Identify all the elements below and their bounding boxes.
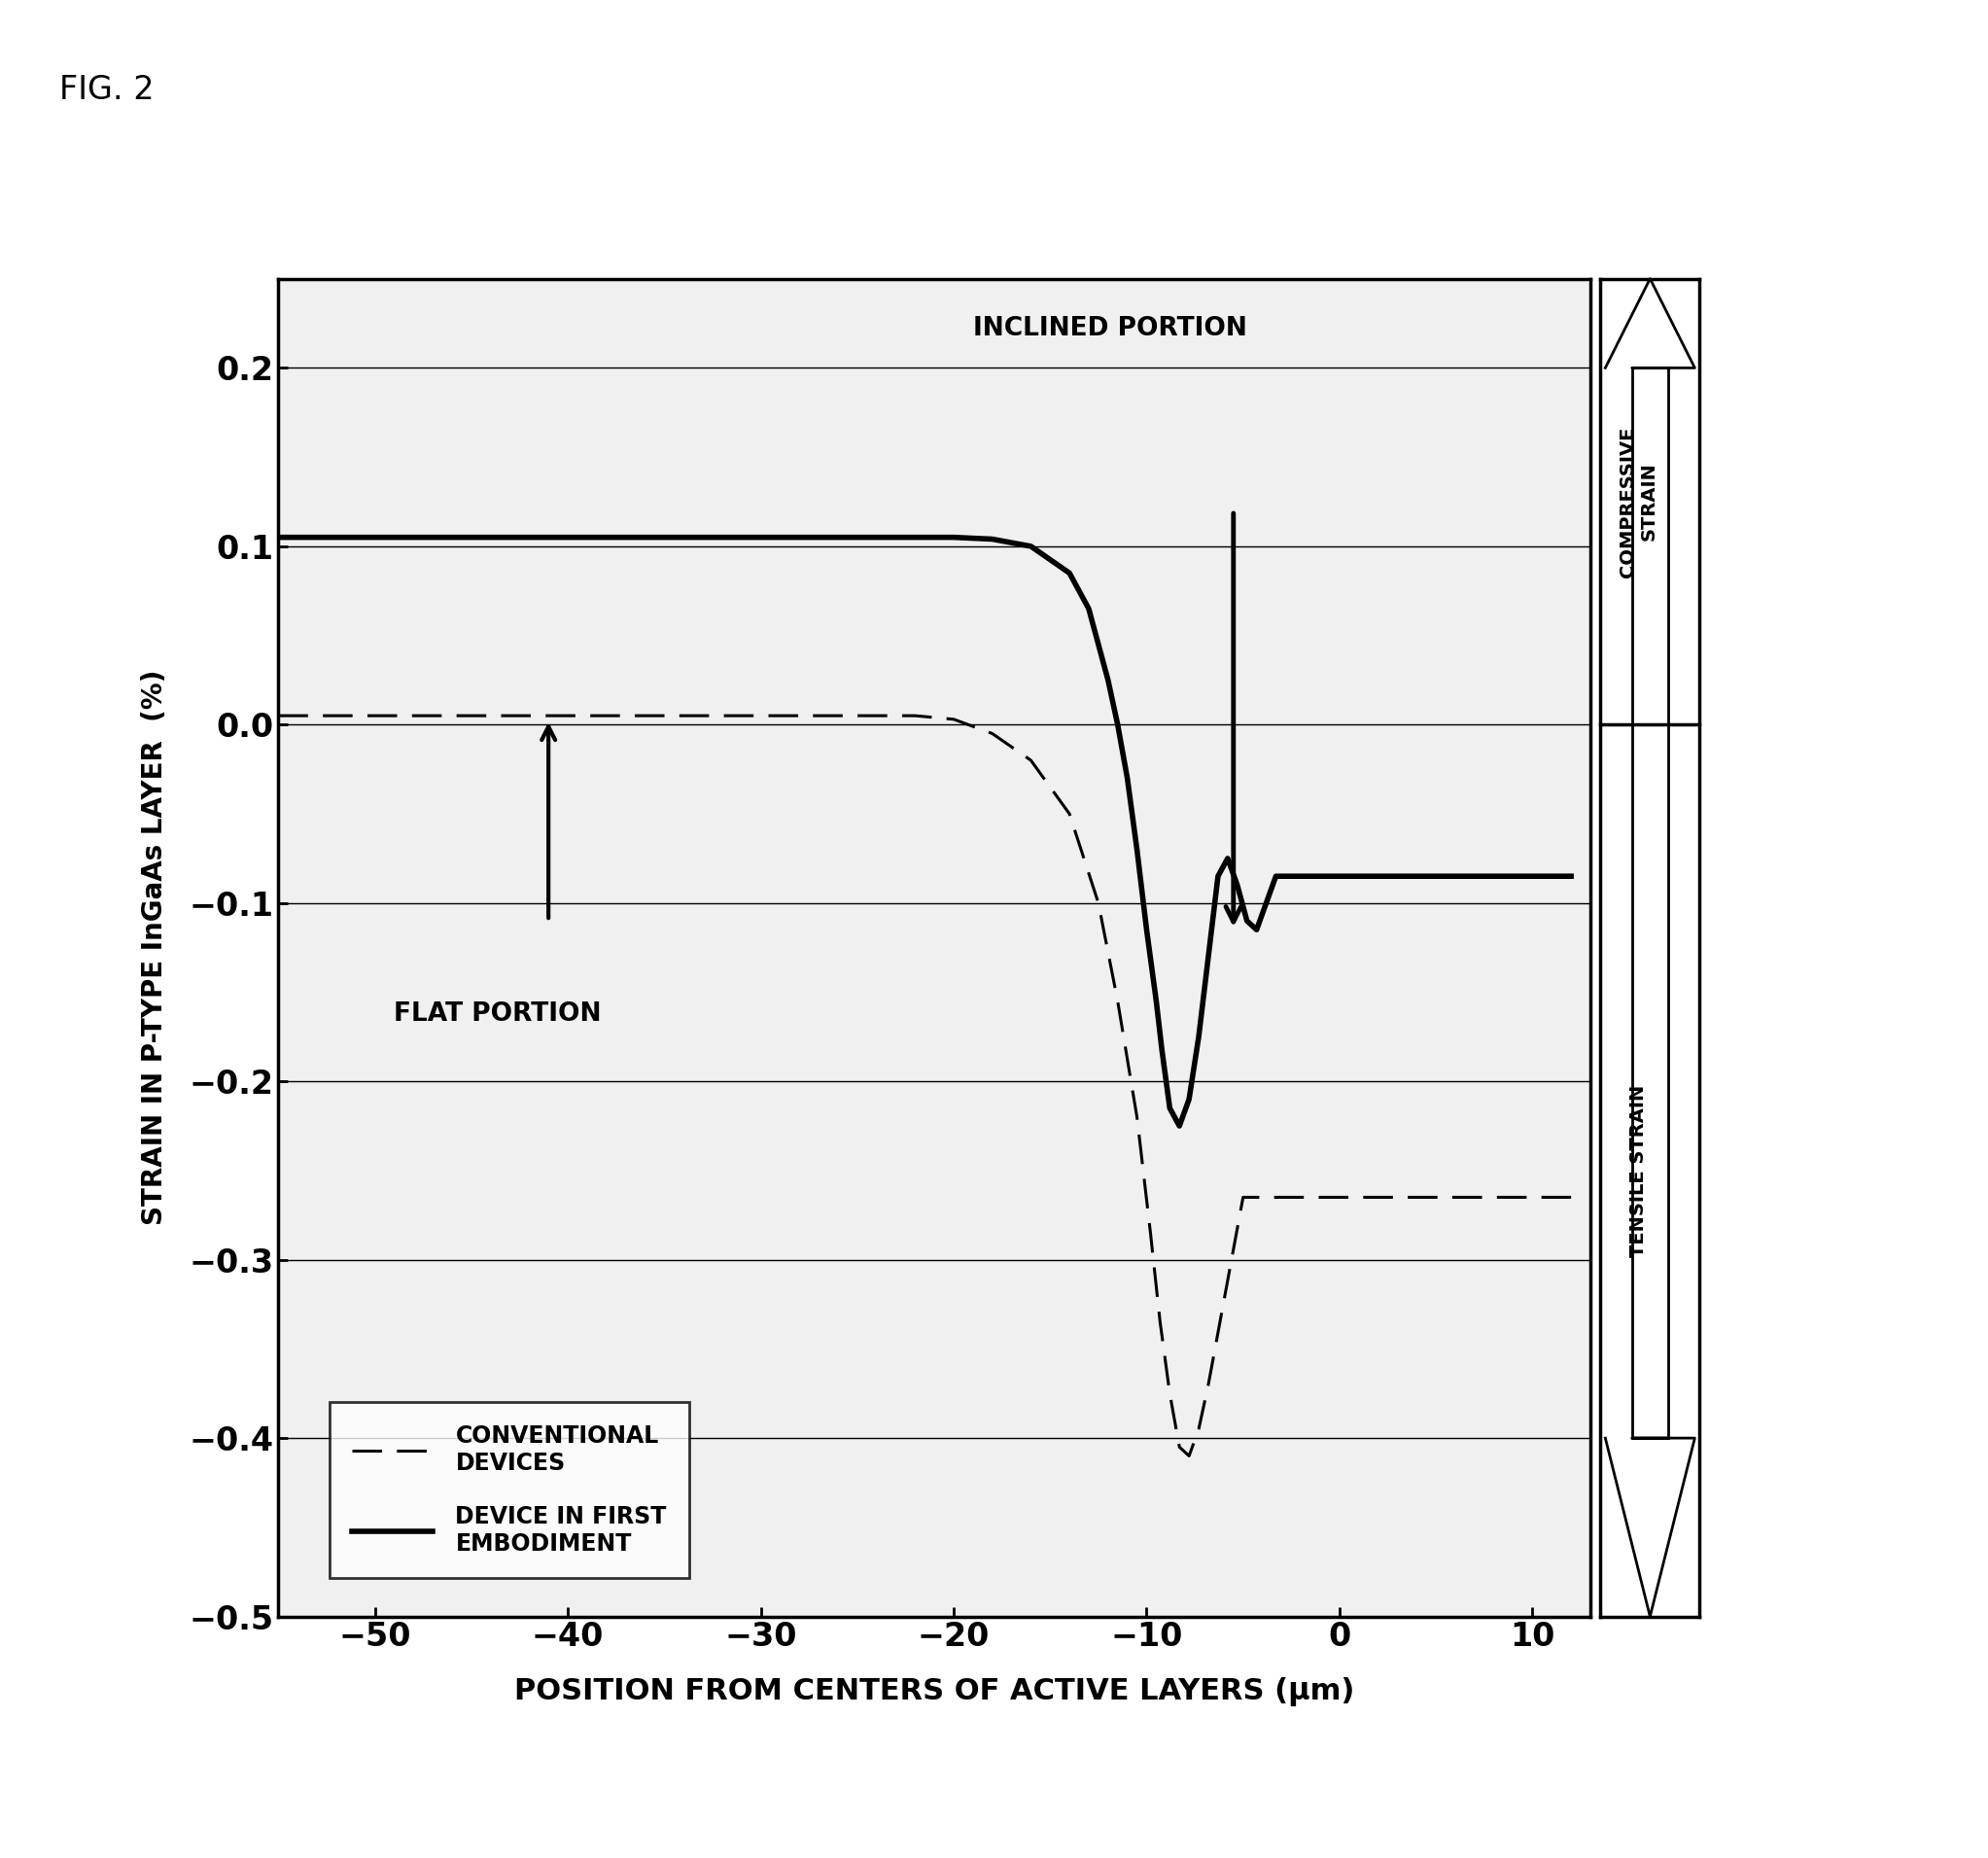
- Y-axis label: STRAIN IN P-TYPE InGaAs LAYER  (%): STRAIN IN P-TYPE InGaAs LAYER (%): [141, 671, 169, 1224]
- Text: TENSILE STRAIN: TENSILE STRAIN: [1628, 1085, 1648, 1256]
- Text: FIG. 2: FIG. 2: [60, 74, 155, 106]
- Text: COMPRESSIVE
STRAIN: COMPRESSIVE STRAIN: [1618, 425, 1658, 578]
- Text: FLAT PORTION: FLAT PORTION: [394, 1001, 602, 1026]
- Legend: CONVENTIONAL
DEVICES, DEVICE IN FIRST
EMBODIMENT: CONVENTIONAL DEVICES, DEVICE IN FIRST EM…: [330, 1401, 690, 1577]
- X-axis label: POSITION FROM CENTERS OF ACTIVE LAYERS (μm): POSITION FROM CENTERS OF ACTIVE LAYERS (…: [515, 1678, 1354, 1708]
- Text: INCLINED PORTION: INCLINED PORTION: [972, 316, 1246, 342]
